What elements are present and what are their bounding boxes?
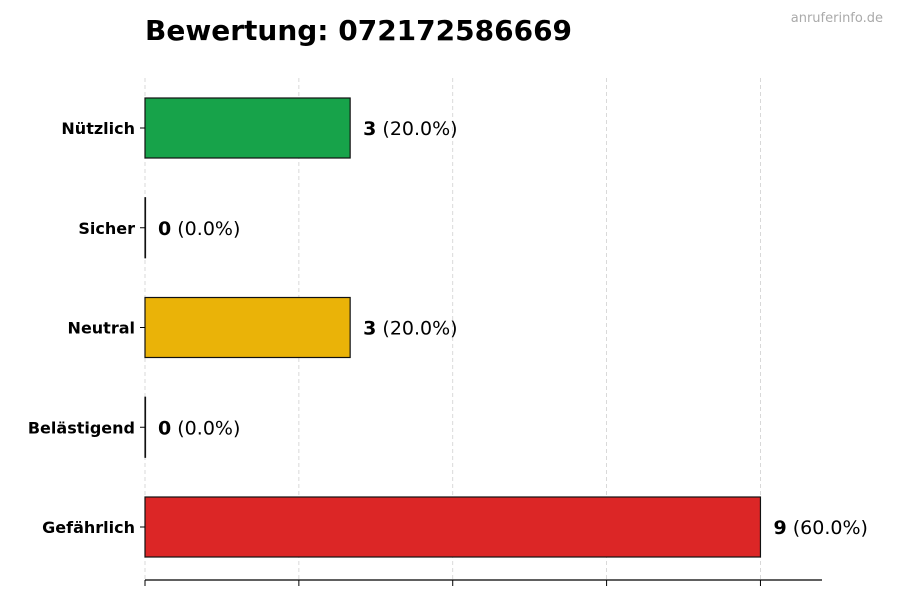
data-label-percent: (20.0%) [376,118,457,140]
data-label-percent: (60.0%) [787,517,868,539]
data-label-percent: (0.0%) [171,417,240,439]
data-label: 3 (20.0%) [363,318,457,340]
data-label-value: 3 [363,318,376,340]
data-label: 9 (60.0%) [773,517,867,539]
bar [144,296,351,359]
bar [144,496,762,558]
data-label: 0 (0.0%) [158,218,240,240]
data-label-percent: (0.0%) [171,218,240,240]
data-label-value: 0 [158,218,171,240]
y-tick-label: Neutral [68,319,135,338]
y-tick-label: Belästigend [28,418,135,437]
bar [144,396,147,458]
watermark: anruferinfo.de [791,11,883,26]
data-label-value: 3 [363,118,376,140]
chart-title: Bewertung: 072172586669 [145,14,572,47]
data-label: 3 (20.0%) [363,118,457,140]
y-tick-label: Sicher [78,219,135,238]
data-label-value: 9 [773,517,786,539]
y-tick-label: Nützlich [61,119,135,138]
data-label: 0 (0.0%) [158,417,240,439]
data-label-percent: (20.0%) [376,318,457,340]
data-label-value: 0 [158,417,171,439]
y-tick-label: Gefährlich [42,518,135,537]
bar [144,97,351,159]
bar [144,197,147,259]
